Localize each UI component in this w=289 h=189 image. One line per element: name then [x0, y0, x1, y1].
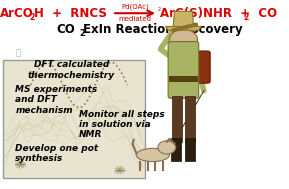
Polygon shape [166, 26, 201, 30]
Text: mediated: mediated [118, 16, 151, 22]
Bar [0, 0, 255, 41]
Text: 2: 2 [29, 13, 35, 22]
Bar [3, 60, 145, 178]
Ellipse shape [136, 148, 169, 162]
Text: ⛵: ⛵ [15, 48, 20, 57]
Text: ExIn Reaction Discovery: ExIn Reaction Discovery [83, 23, 242, 36]
Bar [169, 76, 197, 81]
Circle shape [158, 141, 176, 154]
Text: 2: 2 [243, 13, 249, 22]
Polygon shape [173, 11, 194, 26]
Text: H  +  RNCS: H + RNCS [34, 7, 107, 20]
Text: 2: 2 [79, 29, 85, 38]
Circle shape [169, 29, 197, 50]
Bar [185, 96, 195, 142]
Text: 2: 2 [157, 7, 160, 12]
Bar [172, 96, 181, 142]
Text: Pd(OAc): Pd(OAc) [121, 3, 149, 10]
Text: CO: CO [56, 23, 75, 36]
Text: DFT calculated
thermochemistry: DFT calculated thermochemistry [28, 60, 115, 80]
Text: ArCO: ArCO [0, 7, 34, 20]
Text: 🧍: 🧍 [185, 64, 223, 125]
FancyBboxPatch shape [168, 42, 199, 98]
Bar [171, 138, 181, 161]
Text: Monitor all steps
in solution via
NMR: Monitor all steps in solution via NMR [79, 110, 165, 139]
Text: MS experiments
and DFT
mechanism: MS experiments and DFT mechanism [15, 85, 97, 115]
FancyBboxPatch shape [191, 51, 210, 83]
Text: ArC(S)NHR  +  CO: ArC(S)NHR + CO [160, 7, 278, 20]
Bar [185, 138, 195, 161]
Text: Develop one pot
synthesis: Develop one pot synthesis [15, 144, 99, 163]
